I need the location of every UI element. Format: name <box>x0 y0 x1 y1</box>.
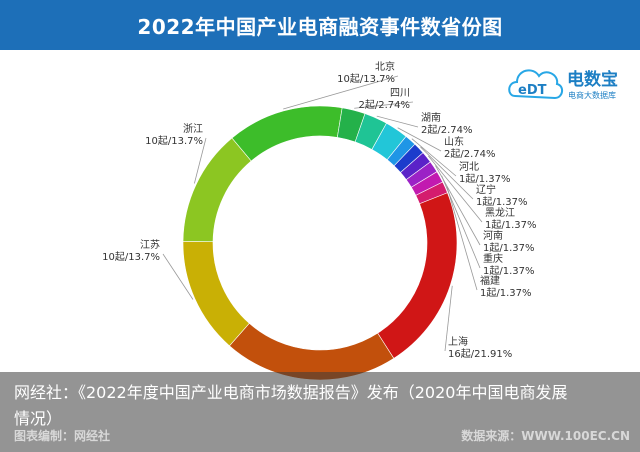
news-overlay: 网经社：《2022年度中国产业电商市场数据报告》发布（2020年中国电商发展情况… <box>0 372 640 452</box>
logo-mark: eDT <box>518 83 547 98</box>
label-name-重庆: 重庆 <box>483 252 503 265</box>
label-value-河北: 1起/1.37% <box>459 173 511 185</box>
donut-slices <box>182 105 458 381</box>
slice-北京 <box>231 105 343 162</box>
logo-slogan: 电商大数据库 <box>568 91 616 100</box>
label-value-上海: 16起/21.91% <box>448 348 512 360</box>
label-name-四川: 四川 <box>390 88 410 99</box>
leader-lines <box>162 75 483 352</box>
label-name-江苏: 江苏 <box>140 238 160 251</box>
leader-福建 <box>446 186 478 291</box>
overlay-source: 数据来源：WWW.100EC.CN <box>461 429 630 443</box>
leader-湖南 <box>376 115 419 128</box>
leader-山东 <box>397 127 442 152</box>
label-name-北京: 北京 <box>375 60 395 73</box>
label-name-山东: 山东 <box>444 135 464 148</box>
chart-title: 2022年中国产业电商融资事件数省份图 <box>137 14 503 39</box>
leader-辽宁 <box>420 146 474 200</box>
leader-黑龙江 <box>428 155 483 223</box>
label-value-河南: 1起/1.37% <box>483 242 535 254</box>
label-value-福建: 1起/1.37% <box>480 287 532 299</box>
slice-浙江 <box>182 137 252 243</box>
label-value-重庆: 1起/1.37% <box>483 265 535 277</box>
label-name-河南: 河南 <box>483 229 503 242</box>
label-value-山东: 2起/2.74% <box>444 148 496 160</box>
label-name-福建: 福建 <box>480 274 500 287</box>
label-value-北京: 10起/13.7% <box>337 73 395 85</box>
label-name-辽宁: 辽宁 <box>476 183 496 196</box>
leader-江苏 <box>162 253 194 300</box>
label-value-四川: 2起/2.74% <box>359 99 411 111</box>
label-value-浙江: 10起/13.7% <box>145 135 203 147</box>
chart-header: 2022年中国产业电商融资事件数省份图 <box>0 0 640 50</box>
overlay-editor: 图表编制：网经社 <box>14 429 111 443</box>
cloud-logo-icon: eDT <box>508 69 563 100</box>
label-value-黑龙江: 1起/1.37% <box>485 219 537 231</box>
label-name-湖南: 湖南 <box>421 111 441 124</box>
overlay-headline: 网经社：《2022年度中国产业电商市场数据报告》发布（2020年中国电商发展情况… <box>14 383 568 428</box>
label-value-湖南: 2起/2.74% <box>421 124 473 136</box>
leader-河北 <box>411 138 457 177</box>
slice-上海 <box>377 192 458 359</box>
leader-浙江 <box>193 137 207 184</box>
label-name-黑龙江: 黑龙江 <box>485 206 515 219</box>
slice-labels: 北京10起/13.7%四川2起/2.74%湖南2起/2.74%山东2起/2.74… <box>102 60 536 360</box>
leader-北京 <box>283 75 399 110</box>
label-name-上海: 上海 <box>448 335 468 348</box>
leader-上海 <box>444 285 453 352</box>
label-name-浙江: 浙江 <box>183 123 203 135</box>
label-value-江苏: 10起/13.7% <box>102 251 160 263</box>
label-value-辽宁: 1起/1.37% <box>476 196 528 208</box>
label-name-河北: 河北 <box>459 161 479 173</box>
slice-江苏 <box>182 241 250 347</box>
leader-四川 <box>354 101 414 109</box>
logo-brand: 电数宝 <box>567 70 618 90</box>
edt-logo: eDT 电数宝 电商大数据库 <box>505 56 640 108</box>
